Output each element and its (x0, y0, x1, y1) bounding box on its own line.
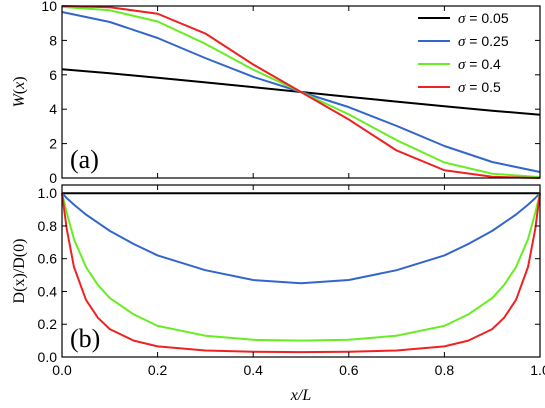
panel-a: 0 2 4 6 8 10 (a) W(x) σ = 0.05 σ = 0.25 σ = 0.4… (11, 0, 541, 186)
panel-b-y-axis-label: D(x)/D(0) (11, 239, 28, 304)
legend-label-3: σ = 0.5 (458, 79, 501, 96)
x-tick-label: 0.2 (148, 362, 168, 378)
panel-b-y-tick-label: 0.2 (38, 316, 58, 332)
legend-label-2: σ = 0.4 (458, 56, 501, 73)
panel-b-frame (61, 184, 541, 358)
panel-b-tag: (b) (70, 324, 100, 353)
panel-b-y-tick-label: 0.6 (38, 251, 58, 267)
legend: σ = 0.05 σ = 0.25 σ = 0.4 σ = 0.5 (418, 10, 509, 96)
legend-label-0: σ = 0.05 (458, 10, 509, 27)
panel-b-series-line-1 (61, 192, 541, 285)
panel-a-y-tick-label: 6 (49, 67, 57, 83)
panel-b: 0.0 0.2 0.4 0.6 0.8 1.0 (b) D(x)/D(0) (11, 184, 541, 365)
panel-a-frame (61, 5, 541, 179)
panel-a-y-tick-label: 10 (41, 0, 57, 14)
x-tick-label: 0.6 (339, 362, 359, 378)
panel-b-y-tick-label: 0.8 (38, 218, 58, 234)
panel-a-series-line-3 (61, 5, 541, 179)
x-tick-label: 0.8 (435, 362, 455, 378)
panel-a-y-tick-label: 0 (49, 170, 57, 186)
panel-b-series-line-2 (61, 192, 541, 342)
panel-a-y-tick-label: 8 (49, 32, 57, 48)
panel-a-tag: (a) (70, 145, 99, 174)
x-tick-label: 1.0 (530, 362, 545, 378)
panel-b-series-line-3 (61, 193, 541, 354)
panel-a-y-tick-label: 2 (49, 136, 57, 152)
x-axis-label: x/L (290, 387, 312, 404)
x-tick-label: 0.0 (52, 362, 72, 378)
panel-b-y-tick-label: 0.0 (38, 349, 58, 365)
x-tick-label: 0.4 (243, 362, 263, 378)
panel-a-y-tick-label: 4 (49, 101, 57, 117)
panel-b-y-tick-label: 1.0 (38, 185, 58, 201)
legend-label-1: σ = 0.25 (458, 33, 509, 50)
panel-b-y-tick-label: 0.4 (38, 283, 58, 299)
panel-a-y-axis-label: W(x) (11, 76, 28, 107)
